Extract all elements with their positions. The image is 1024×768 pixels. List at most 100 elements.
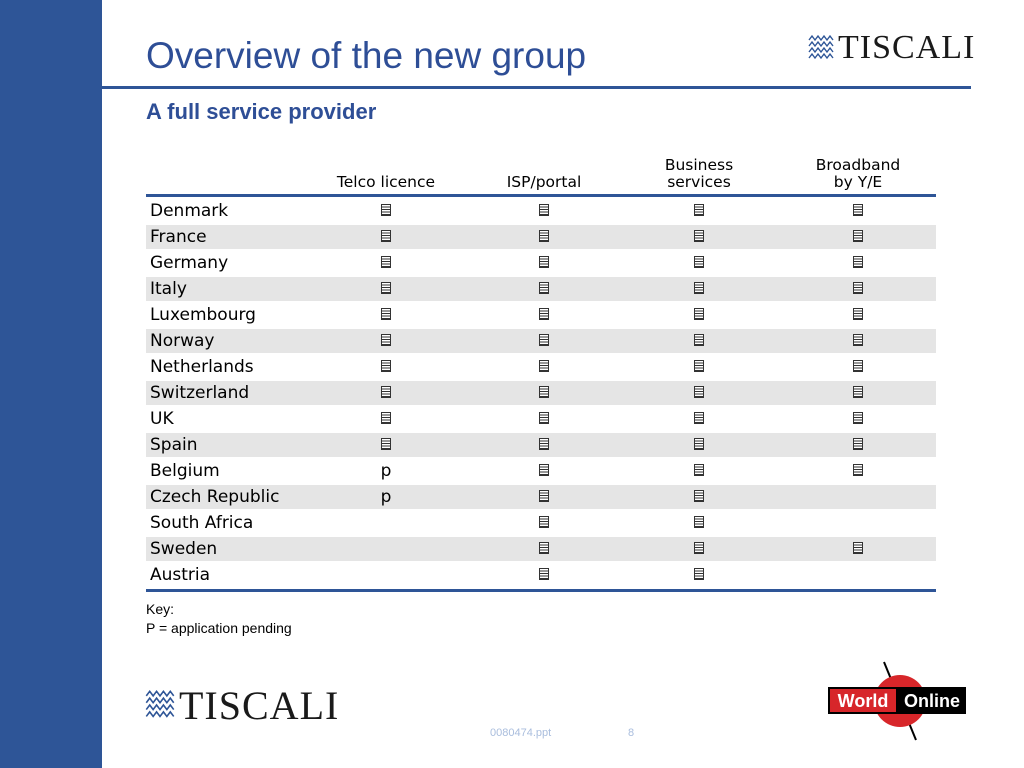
table-row: South Africa bbox=[146, 511, 936, 535]
cell-business bbox=[629, 277, 769, 301]
check-mark-icon bbox=[694, 412, 704, 424]
header-business-line2: services bbox=[667, 173, 731, 191]
check-mark-icon bbox=[853, 464, 863, 476]
cell-isp bbox=[474, 407, 614, 431]
table-row: Norway bbox=[146, 329, 936, 353]
cell-isp bbox=[474, 277, 614, 301]
check-mark-icon bbox=[853, 542, 863, 554]
country-name: Switzerland bbox=[150, 383, 250, 403]
check-mark-icon bbox=[381, 204, 391, 216]
cell-telco bbox=[316, 329, 456, 353]
check-mark-icon bbox=[381, 308, 391, 320]
footer-filename: 0080474.ppt bbox=[490, 727, 552, 739]
check-mark-icon bbox=[853, 438, 863, 450]
check-mark-icon bbox=[694, 230, 704, 242]
header-broadband-line2: by Y/E bbox=[833, 173, 883, 191]
check-mark-icon bbox=[539, 464, 549, 476]
cell-telco bbox=[316, 381, 456, 405]
cell-business bbox=[629, 355, 769, 379]
check-mark-icon bbox=[381, 282, 391, 294]
slide-title: Overview of the new group bbox=[146, 35, 587, 76]
cell-telco bbox=[316, 433, 456, 457]
cell-business bbox=[629, 433, 769, 457]
table-row: Luxembourg bbox=[146, 303, 936, 327]
cell-telco bbox=[316, 537, 456, 561]
header-isp-label: ISP/portal bbox=[506, 173, 582, 191]
cell-broadband bbox=[788, 433, 928, 457]
table-row: Spain bbox=[146, 433, 936, 457]
cell-isp bbox=[474, 433, 614, 457]
header-telco: Telco licence bbox=[316, 174, 456, 191]
country-name: Czech Republic bbox=[150, 487, 280, 507]
cell-business bbox=[629, 251, 769, 275]
table-row: Italy bbox=[146, 277, 936, 301]
cell-business bbox=[629, 511, 769, 535]
cell-telco bbox=[316, 277, 456, 301]
check-mark-icon bbox=[853, 334, 863, 346]
cell-telco bbox=[316, 303, 456, 327]
country-name: Belgium bbox=[150, 461, 220, 481]
cell-isp bbox=[474, 199, 614, 223]
country-name: Spain bbox=[150, 435, 198, 455]
world-online-logo: World Online bbox=[828, 661, 966, 741]
check-mark-icon bbox=[694, 464, 704, 476]
country-name: France bbox=[150, 227, 207, 247]
country-name: South Africa bbox=[150, 513, 254, 533]
slide-subtitle: A full service provider bbox=[146, 99, 377, 124]
world-online-word1: World bbox=[838, 691, 889, 711]
table-body: Denmark France Germany Italy Luxembourg Norwa… bbox=[146, 199, 936, 587]
check-mark-icon bbox=[694, 490, 704, 502]
check-mark-icon bbox=[694, 308, 704, 320]
check-mark-icon bbox=[853, 256, 863, 268]
table-row: Netherlands bbox=[146, 355, 936, 379]
header-broadband-line1: Broadband bbox=[815, 156, 901, 174]
cell-isp bbox=[474, 485, 614, 509]
cell-broadband bbox=[788, 511, 928, 535]
footer-page-number: 8 bbox=[628, 727, 635, 739]
cell-isp bbox=[474, 381, 614, 405]
header-broadband: Broadband by Y/E bbox=[788, 157, 928, 191]
table-row: Switzerland bbox=[146, 381, 936, 405]
cell-isp bbox=[474, 251, 614, 275]
tiscali-wave-icon bbox=[808, 34, 834, 60]
check-mark-icon bbox=[853, 282, 863, 294]
check-mark-icon bbox=[694, 438, 704, 450]
header-business: Business services bbox=[629, 157, 769, 191]
services-table: Telco licence ISP/portal Business servic… bbox=[146, 150, 936, 592]
check-mark-icon bbox=[539, 516, 549, 528]
check-mark-icon bbox=[539, 568, 549, 580]
country-name: Norway bbox=[150, 331, 215, 351]
check-mark-icon bbox=[694, 386, 704, 398]
check-mark-icon bbox=[853, 230, 863, 242]
cell-broadband bbox=[788, 225, 928, 249]
check-mark-icon bbox=[539, 412, 549, 424]
cell-business bbox=[629, 485, 769, 509]
pending-mark: p bbox=[380, 487, 392, 507]
check-mark-icon bbox=[694, 334, 704, 346]
country-name: Austria bbox=[150, 565, 211, 585]
check-mark-icon bbox=[694, 360, 704, 372]
cell-business bbox=[629, 563, 769, 587]
check-mark-icon bbox=[381, 438, 391, 450]
cell-broadband bbox=[788, 459, 928, 483]
cell-isp bbox=[474, 459, 614, 483]
check-mark-icon bbox=[539, 308, 549, 320]
cell-telco bbox=[316, 355, 456, 379]
check-mark-icon bbox=[539, 230, 549, 242]
check-mark-icon bbox=[853, 360, 863, 372]
cell-business bbox=[629, 381, 769, 405]
tiscali-wave-icon bbox=[145, 689, 175, 718]
cell-broadband bbox=[788, 303, 928, 327]
check-mark-icon bbox=[539, 542, 549, 554]
pending-mark: p bbox=[380, 461, 392, 481]
cell-broadband bbox=[788, 537, 928, 561]
cell-broadband bbox=[788, 381, 928, 405]
country-name: Italy bbox=[150, 279, 187, 299]
key-pending-note: P = application pending bbox=[146, 620, 292, 636]
cell-isp bbox=[474, 329, 614, 353]
table-row: Denmark bbox=[146, 199, 936, 223]
table-row: Austria bbox=[146, 563, 936, 587]
cell-telco bbox=[316, 225, 456, 249]
cell-broadband bbox=[788, 485, 928, 509]
cell-business bbox=[629, 225, 769, 249]
